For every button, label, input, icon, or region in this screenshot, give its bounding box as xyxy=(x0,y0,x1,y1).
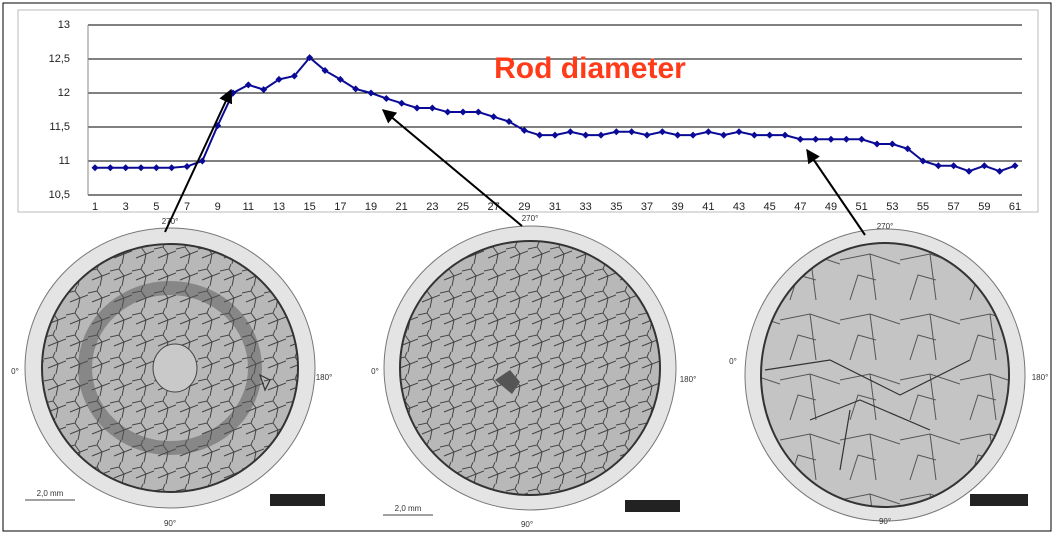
x-tick-label: 17 xyxy=(334,201,346,213)
micrograph xyxy=(383,226,680,515)
angle-label: 0° xyxy=(371,367,379,376)
x-tick-label: 7 xyxy=(184,201,190,213)
angle-label: 90° xyxy=(521,520,533,529)
x-tick-label: 61 xyxy=(1009,201,1021,213)
angle-label: 270° xyxy=(162,217,179,226)
x-tick-label: 3 xyxy=(123,201,129,213)
y-tick-label: 12,5 xyxy=(49,53,70,65)
x-tick-label: 15 xyxy=(304,201,316,213)
x-tick-label: 39 xyxy=(672,201,684,213)
micrograph xyxy=(25,228,325,508)
x-tick-label: 25 xyxy=(457,201,469,213)
x-tick-label: 59 xyxy=(978,201,990,213)
angle-label: 90° xyxy=(164,519,176,528)
angle-label: 0° xyxy=(11,367,19,376)
x-tick-label: 1 xyxy=(92,201,98,213)
x-tick-label: 11 xyxy=(243,201,254,213)
x-tick-label: 45 xyxy=(764,201,776,213)
x-tick-label: 43 xyxy=(733,201,745,213)
slide: 10,51111,51212,5131357911131517192123252… xyxy=(0,0,1055,535)
chart-title: Rod diameter xyxy=(494,52,686,85)
x-tick-label: 13 xyxy=(273,201,285,213)
x-tick-label: 41 xyxy=(702,201,714,213)
x-tick-label: 31 xyxy=(549,201,561,213)
y-tick-label: 11,5 xyxy=(49,121,70,133)
x-tick-label: 37 xyxy=(641,201,653,213)
x-tick-label: 9 xyxy=(215,201,221,213)
angle-label: 0° xyxy=(729,357,737,366)
y-tick-label: 10,5 xyxy=(49,189,70,201)
chart-frame xyxy=(18,10,1038,212)
y-tick-label: 12 xyxy=(58,87,70,99)
angle-label: 270° xyxy=(877,222,894,231)
x-tick-label: 5 xyxy=(153,201,159,213)
angle-label: 270° xyxy=(522,214,539,223)
x-tick-label: 57 xyxy=(948,201,960,213)
angle-label: 180° xyxy=(680,375,697,384)
scale-label: 2,0 mm xyxy=(395,504,422,513)
angle-label: 180° xyxy=(316,373,333,382)
angle-label: 180° xyxy=(1032,373,1049,382)
x-tick-label: 53 xyxy=(886,201,898,213)
scale-label: 2,0 mm xyxy=(37,489,64,498)
x-tick-label: 21 xyxy=(396,201,408,213)
y-tick-label: 13 xyxy=(58,19,70,31)
x-tick-label: 33 xyxy=(580,201,592,213)
x-tick-label: 47 xyxy=(794,201,806,213)
micrograph xyxy=(745,229,1028,521)
x-tick-label: 35 xyxy=(610,201,622,213)
x-tick-label: 51 xyxy=(856,201,868,213)
angle-label: 90° xyxy=(879,517,891,526)
x-tick-label: 23 xyxy=(426,201,438,213)
x-tick-label: 19 xyxy=(365,201,377,213)
x-tick-label: 55 xyxy=(917,201,929,213)
x-tick-label: 49 xyxy=(825,201,837,213)
x-tick-label: 29 xyxy=(518,201,530,213)
y-tick-label: 11 xyxy=(59,155,70,167)
